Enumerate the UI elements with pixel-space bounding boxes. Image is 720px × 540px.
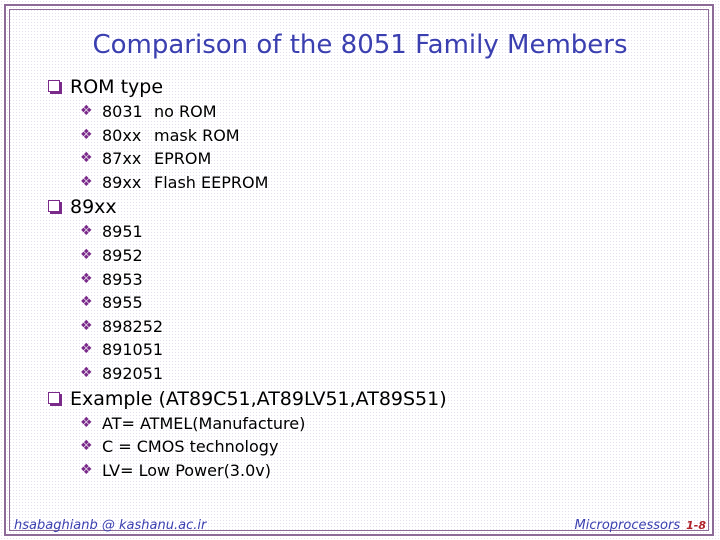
section-heading: Example (AT89C51,AT89LV51,AT89S51) <box>70 387 447 410</box>
item-text: 898252 <box>102 316 164 336</box>
diamond-bullet-icon: ❖ <box>80 223 93 240</box>
list-item: ❖ LV= Low Power(3.0v) <box>46 459 686 483</box>
item-text: 8951 <box>102 222 143 242</box>
section-heading: ROM type <box>70 76 164 98</box>
list-item: ❖ 892051 <box>46 362 686 386</box>
page-number: 1-8 <box>686 519 706 532</box>
list-item: ❖ 8031 no ROM <box>46 100 686 124</box>
section-example: Example (AT89C51,AT89LV51,AT89S51) <box>46 386 686 412</box>
item-text: 8953 <box>102 269 143 289</box>
item-text: 8955 <box>102 293 143 313</box>
item-desc: Flash EEPROM <box>154 172 269 192</box>
diamond-bullet-icon: ❖ <box>80 270 93 287</box>
diamond-bullet-icon: ❖ <box>80 414 93 431</box>
list-item: ❖ C = CMOS technology <box>46 435 686 459</box>
list-item: ❖ 8953 <box>46 268 686 292</box>
list-item: ❖ 898252 <box>46 315 686 339</box>
list-item: ❖ 89xx Flash EEPROM <box>46 171 686 195</box>
item-text: C = CMOS technology <box>102 437 279 457</box>
item-text: 8952 <box>102 245 143 265</box>
section-89xx: 89xx <box>46 194 686 220</box>
list-item: ❖ 8952 <box>46 244 686 268</box>
diamond-bullet-icon: ❖ <box>80 364 93 381</box>
list-item: ❖ 80xx mask ROM <box>46 124 686 148</box>
item-text: AT= ATMEL(Manufacture) <box>102 413 306 433</box>
slide-frame-outer <box>4 4 714 536</box>
list-item: ❖ 87xx EPROM <box>46 147 686 171</box>
list-item: ❖ 8955 <box>46 291 686 315</box>
diamond-bullet-icon: ❖ <box>80 103 93 119</box>
diamond-bullet-icon: ❖ <box>80 126 93 143</box>
diamond-bullet-icon: ❖ <box>80 341 93 358</box>
diamond-bullet-icon: ❖ <box>80 150 93 167</box>
item-desc: no ROM <box>154 102 217 121</box>
square-bullet-icon <box>48 391 60 404</box>
section-heading: 89xx <box>70 196 117 219</box>
list-item: ❖ AT= ATMEL(Manufacture) <box>46 412 686 436</box>
item-text: 892051 <box>102 363 164 383</box>
diamond-bullet-icon: ❖ <box>80 173 93 190</box>
list-item: ❖ 891051 <box>46 338 686 362</box>
slide-frame-inner <box>9 9 709 531</box>
item-text: 891051 <box>102 340 164 360</box>
square-bullet-icon <box>48 200 60 213</box>
diamond-bullet-icon: ❖ <box>80 246 93 263</box>
item-text: LV= Low Power(3.0v) <box>102 460 271 480</box>
diamond-bullet-icon: ❖ <box>80 438 93 455</box>
list-item: ❖ 8951 <box>46 220 686 244</box>
footer-author: hsabaghianb @ kashanu.ac.ir <box>14 518 207 533</box>
item-code: 89xx <box>102 172 142 192</box>
diamond-bullet-icon: ❖ <box>80 461 93 478</box>
item-code: 8031 <box>102 102 143 121</box>
slide-title: Comparison of the 8051 Family Members <box>92 30 628 60</box>
course-name: Microprocessors <box>574 518 681 533</box>
section-rom-type: ROM type <box>46 74 686 100</box>
item-desc: EPROM <box>154 149 212 169</box>
square-bullet-icon <box>48 80 60 92</box>
diamond-bullet-icon: ❖ <box>80 294 93 311</box>
footer-course: Microprocessors 1-8 <box>575 518 706 533</box>
item-desc: mask ROM <box>154 125 240 145</box>
diamond-bullet-icon: ❖ <box>80 317 93 334</box>
item-code: 80xx <box>102 125 142 145</box>
item-code: 87xx <box>102 149 142 169</box>
bullet-list: ROM type ❖ 8031 no ROM ❖ 80xx mask ROM ❖ 8… <box>46 74 686 482</box>
